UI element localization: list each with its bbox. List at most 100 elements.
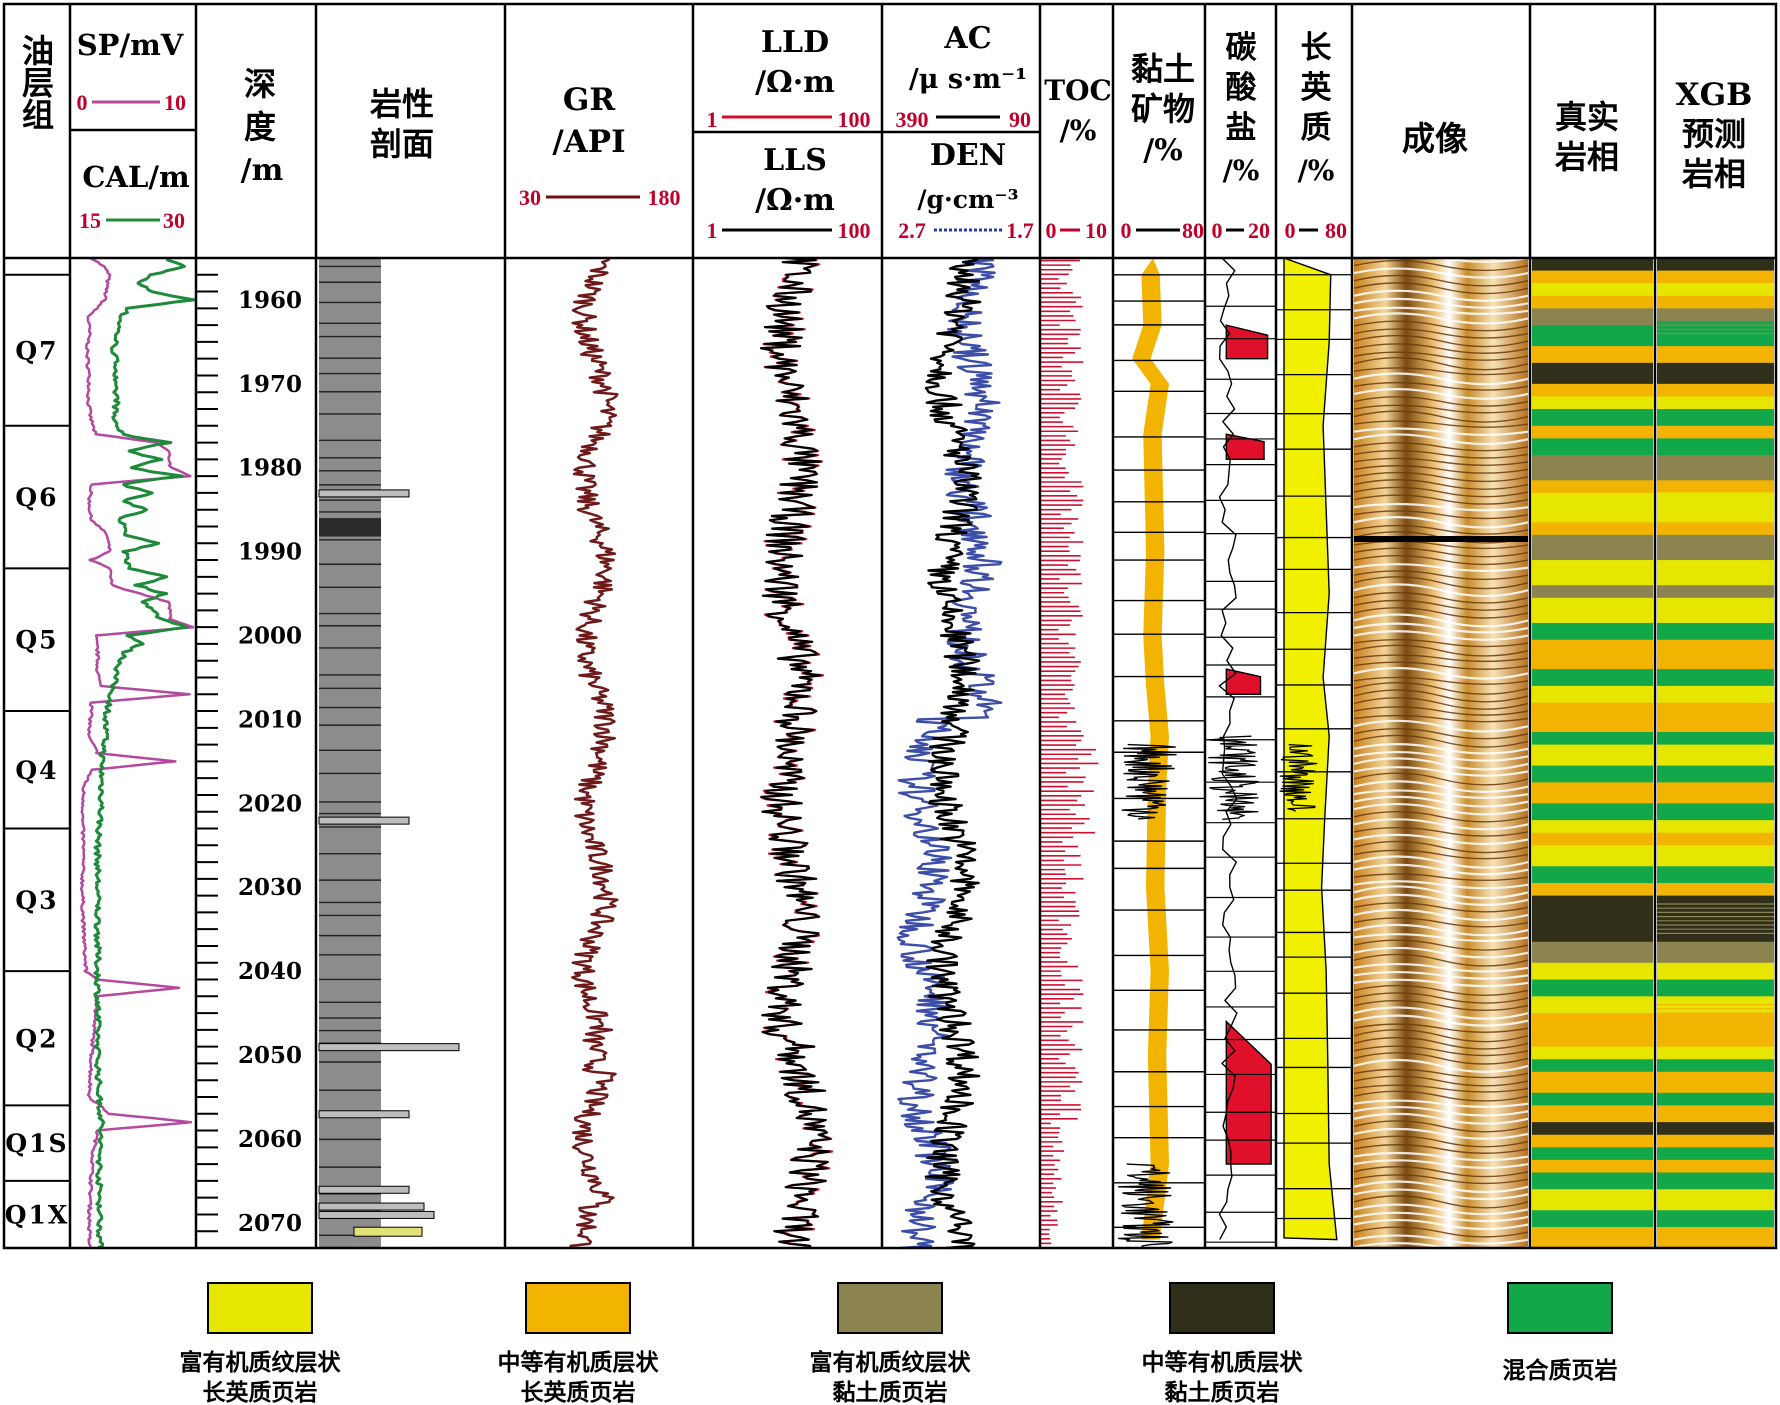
real-facies-band bbox=[1532, 270, 1653, 284]
xgb-facies-band bbox=[1657, 685, 1774, 704]
image-fracture bbox=[1353, 433, 1529, 446]
lith-thin-bed bbox=[318, 816, 410, 825]
real-facies-band bbox=[1532, 845, 1653, 867]
legend-label: 黏土质页岩 bbox=[1165, 1380, 1280, 1405]
real-facies-band bbox=[1532, 597, 1653, 624]
image-fracture bbox=[1353, 1144, 1529, 1154]
image-fracture bbox=[1353, 826, 1529, 837]
image-log-track bbox=[1353, 253, 1529, 1253]
depth-label: 2070 bbox=[238, 1210, 302, 1237]
xgb-facies-band bbox=[1657, 455, 1774, 481]
legend-label: 长英质页岩 bbox=[203, 1379, 318, 1405]
real-facies-band bbox=[1532, 1059, 1653, 1073]
image-fracture bbox=[1353, 613, 1529, 628]
image-fracture bbox=[1353, 1052, 1529, 1065]
carbonate-track bbox=[1205, 257, 1276, 1243]
legend-item: 混合质页岩 bbox=[1503, 1282, 1618, 1384]
sp-cal-track bbox=[79, 256, 196, 1250]
image-fracture bbox=[1353, 1135, 1529, 1148]
xgb-facies-band bbox=[1657, 258, 1774, 272]
sp-curve bbox=[79, 256, 195, 1249]
image-fracture bbox=[1353, 953, 1529, 967]
lith-thin-bed bbox=[318, 1202, 425, 1211]
image-fracture bbox=[1353, 1075, 1529, 1087]
real-facies-band bbox=[1532, 685, 1653, 704]
ac-header-2: /μ s·m⁻¹ bbox=[909, 64, 1027, 95]
real-facies-band bbox=[1532, 455, 1653, 481]
image-fracture bbox=[1353, 516, 1529, 529]
image-fracture bbox=[1353, 442, 1529, 452]
real-facies-band bbox=[1532, 803, 1653, 821]
legend-label: 混合质页岩 bbox=[1503, 1357, 1618, 1384]
image-fracture bbox=[1353, 795, 1529, 808]
image-fracture bbox=[1353, 719, 1529, 733]
carbonate-fill bbox=[1225, 433, 1265, 461]
legend-label: 黏土质页岩 bbox=[833, 1380, 948, 1405]
image-fracture bbox=[1353, 750, 1529, 762]
zone-label-q5: Q5 bbox=[15, 626, 58, 655]
xgb-facies-band bbox=[1657, 803, 1774, 821]
lith-column bbox=[319, 258, 381, 1248]
image-fracture bbox=[1353, 583, 1529, 598]
lith-header-2: 剖面 bbox=[370, 125, 434, 163]
image-fracture bbox=[1353, 644, 1529, 657]
image-fracture bbox=[1353, 1112, 1529, 1125]
image-fracture bbox=[1353, 1000, 1529, 1012]
image-fracture bbox=[1353, 1188, 1529, 1201]
depth-label: 1970 bbox=[238, 371, 302, 398]
image-fracture bbox=[1353, 1195, 1529, 1209]
real-facies-band bbox=[1532, 895, 1653, 943]
image-fracture bbox=[1353, 554, 1529, 566]
image-fracture bbox=[1353, 1090, 1529, 1102]
gr-header-1: GR bbox=[563, 82, 615, 118]
image-fracture bbox=[1353, 789, 1529, 799]
image-fracture bbox=[1353, 1105, 1529, 1117]
real-facies-band bbox=[1532, 996, 1653, 1014]
xgb-facies-band bbox=[1657, 1046, 1774, 1060]
image-fracture bbox=[1353, 638, 1529, 648]
den-max: 1.7 bbox=[1006, 218, 1034, 243]
image-fracture bbox=[1353, 818, 1529, 831]
image-fracture bbox=[1353, 978, 1529, 988]
image-fracture bbox=[1353, 923, 1529, 937]
real-facies-band bbox=[1532, 832, 1653, 846]
image-fracture bbox=[1353, 902, 1529, 913]
lld-header-2: /Ω·m bbox=[755, 65, 835, 100]
image-fracture bbox=[1353, 563, 1529, 573]
zone-label-q4: Q4 bbox=[15, 756, 58, 785]
cal-max: 30 bbox=[163, 208, 185, 233]
xgb-facies-band bbox=[1657, 1092, 1774, 1106]
gr-track bbox=[569, 257, 619, 1249]
real-facies-band bbox=[1532, 396, 1653, 410]
lith-thin-bed bbox=[318, 1210, 435, 1219]
felsic-max: 80 bbox=[1325, 218, 1347, 243]
lith-thin-bed bbox=[318, 489, 410, 498]
xgb-facies-band bbox=[1657, 438, 1774, 456]
xgb-facies-band bbox=[1657, 820, 1774, 834]
legend-swatch bbox=[1507, 1282, 1613, 1334]
header: 油层组 SP/mV 0 10 CAL/m 15 30 深 度 /m 岩性 剖面 … bbox=[17, 21, 1752, 243]
image-fracture bbox=[1353, 840, 1529, 854]
image-fracture bbox=[1353, 471, 1529, 483]
image-fracture bbox=[1353, 387, 1529, 400]
image-fracture bbox=[1353, 320, 1529, 332]
real-facies-band bbox=[1532, 560, 1653, 586]
image-fracture bbox=[1353, 661, 1529, 670]
lith-sand-bed bbox=[353, 1226, 423, 1237]
image-fracture bbox=[1353, 1159, 1529, 1169]
image-fracture bbox=[1353, 1166, 1529, 1178]
image-fracture bbox=[1353, 1029, 1529, 1043]
zone-label-q3: Q3 bbox=[15, 886, 58, 915]
image-fracture bbox=[1353, 772, 1529, 786]
image-fracture bbox=[1353, 727, 1529, 740]
depth-header-2: 度 bbox=[244, 108, 276, 146]
xgb-facies-band bbox=[1657, 979, 1774, 997]
image-fracture bbox=[1353, 697, 1529, 710]
legend-label: 中等有机质层状 bbox=[1142, 1349, 1304, 1376]
image-fracture bbox=[1353, 946, 1529, 959]
xgb-facies-band bbox=[1657, 1134, 1774, 1148]
xgb-facies-band bbox=[1657, 744, 1774, 767]
image-fracture bbox=[1353, 367, 1529, 376]
felsic-header-2: 英 bbox=[1301, 70, 1333, 106]
